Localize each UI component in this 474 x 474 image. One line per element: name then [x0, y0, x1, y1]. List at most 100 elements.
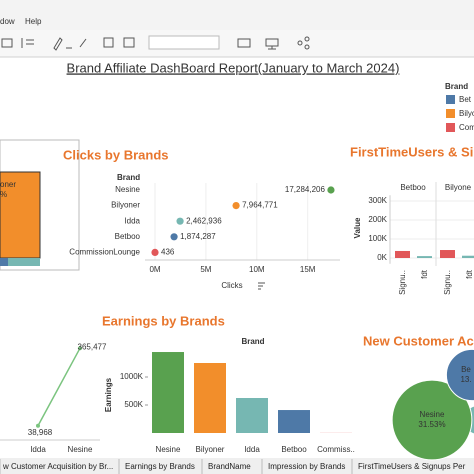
x-tick-label: 5M: [200, 265, 211, 274]
y-axis-label: Earnings: [104, 377, 113, 412]
legend-label: Bilyon: [459, 109, 474, 118]
bar: [236, 398, 268, 433]
bar: [278, 410, 310, 433]
icon[interactable]: [237, 38, 251, 48]
category-label: Signu..: [443, 270, 452, 295]
category-label: fdt: [465, 269, 474, 279]
category-label: Nesine: [115, 185, 140, 194]
chart-title: New Customer Ac: [363, 333, 474, 348]
treemap-cell: [0, 258, 8, 266]
legend-label: Commi: [459, 123, 474, 132]
menu-item[interactable]: dow: [0, 17, 15, 26]
treemap-cell: [8, 258, 40, 266]
category-label: Commiss..: [317, 445, 355, 454]
col-header: Brand: [241, 337, 264, 346]
category-label: fdt: [420, 269, 429, 279]
group-header: Bilyone: [445, 183, 472, 192]
category-label: Nesine: [156, 445, 181, 454]
icon[interactable]: [304, 44, 310, 50]
bar: [152, 352, 184, 433]
line-point: [36, 423, 40, 428]
x-tick-label: 10M: [249, 265, 265, 274]
legend-swatch: [446, 109, 455, 118]
y-axis-label: Value: [353, 217, 362, 238]
legend-swatch: [446, 123, 455, 132]
category-label: Idda: [124, 216, 140, 225]
treemap-label: oner: [0, 180, 16, 189]
bar: [440, 250, 455, 258]
value-label: 2,462,936: [186, 216, 222, 225]
value-label: 1,874,287: [180, 232, 216, 241]
x-tick-label: 15M: [300, 265, 316, 274]
y-tick-label: 0K: [377, 253, 387, 262]
value-label: 7,964,771: [242, 201, 278, 210]
category-label: Bilyoner: [196, 445, 225, 454]
legend-label: Bet: [459, 95, 472, 104]
legend-swatch: [446, 95, 455, 104]
bar: [462, 255, 474, 258]
y-tick-label: 500K: [124, 400, 143, 409]
bubble-value: 31.53%: [418, 420, 445, 429]
bar: [417, 256, 432, 258]
menu-item[interactable]: Help: [25, 17, 42, 26]
category-label: Signu..: [398, 270, 407, 295]
y-tick-label: 1000K: [120, 372, 144, 381]
category-label: CommissionLounge: [69, 248, 140, 257]
dot: [151, 248, 159, 256]
y-tick-label: 100K: [368, 234, 387, 243]
category-label: Betboo: [281, 445, 307, 454]
icon[interactable]: [53, 37, 72, 51]
tab[interactable]: BrandName: [208, 462, 251, 471]
legend-title: Brand: [445, 82, 468, 91]
category-label: Betboo: [115, 232, 141, 241]
dot: [170, 233, 178, 241]
menu-bar: [0, 0, 474, 30]
chart-title: FirstTimeUsers & Si: [350, 144, 473, 159]
bubble-label: Nesine: [420, 410, 445, 419]
row-header: Brand: [117, 173, 140, 182]
bar: [395, 250, 410, 258]
treemap-label: %: [0, 190, 7, 199]
category-label: Idda: [244, 445, 260, 454]
tab[interactable]: FirstTimeUsers & Signups Per: [358, 462, 466, 471]
icon[interactable]: [297, 40, 303, 46]
category-label: Bilyoner: [111, 201, 140, 210]
category-label: Idda: [30, 445, 46, 454]
bubble-label: Be: [461, 365, 471, 374]
dropdown[interactable]: [148, 35, 220, 50]
dashboard-title: Brand Affiliate DashBoard Report(January…: [67, 60, 400, 75]
bubble-value: 13.: [460, 375, 471, 384]
value-label: 17,284,206: [285, 185, 326, 194]
value-label: 436: [161, 248, 175, 257]
tab[interactable]: Impression by Brands: [268, 462, 345, 471]
icon[interactable]: [103, 37, 114, 48]
icon[interactable]: [265, 38, 279, 50]
bar: [194, 363, 226, 433]
line: [37, 347, 81, 427]
value-label: 38,968: [28, 428, 53, 437]
tab[interactable]: w Customer Acquisition by Br...: [2, 462, 113, 471]
y-tick-label: 300K: [368, 196, 387, 205]
icon[interactable]: [1, 38, 13, 48]
x-axis-label: Clicks: [221, 281, 242, 290]
group-header: Betboo: [400, 183, 426, 192]
icon[interactable]: [304, 36, 310, 42]
tab[interactable]: Earnings by Brands: [125, 462, 195, 471]
treemap-cell: [0, 171, 41, 259]
icon[interactable]: [21, 38, 34, 48]
icon[interactable]: [123, 37, 135, 48]
value-label: 365,477: [78, 342, 107, 351]
toolbar-icons: [1, 35, 310, 51]
category-label: Nesine: [68, 445, 93, 454]
bubble: [391, 379, 473, 461]
dot: [176, 217, 184, 225]
toolbar: [0, 30, 474, 57]
icon[interactable]: [79, 38, 87, 48]
sort-icon: [258, 282, 265, 290]
line-point: [78, 346, 82, 351]
x-tick-label: 0M: [149, 265, 160, 274]
chart-title: Clicks by Brands: [63, 147, 169, 162]
panel-border: [0, 139, 80, 271]
bubble: [445, 348, 474, 402]
y-tick-label: 200K: [368, 215, 387, 224]
